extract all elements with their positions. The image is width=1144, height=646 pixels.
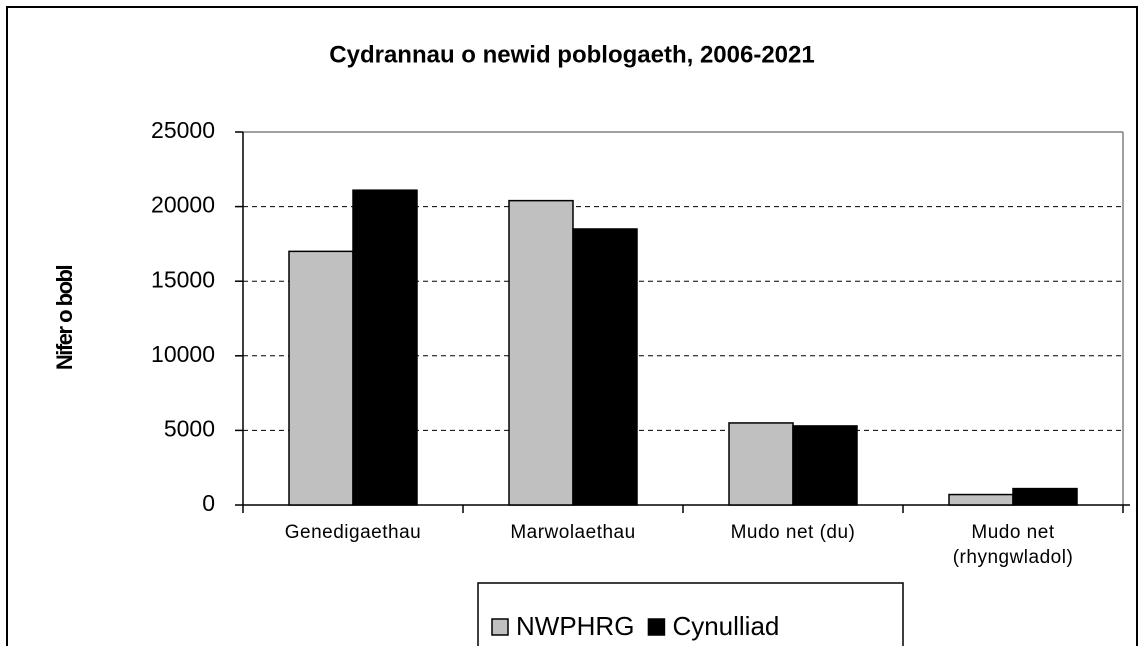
x-tick-label: Mudo net (rhyngwladol) [952,522,1074,568]
legend-swatch [647,618,666,636]
bar [572,228,638,506]
bar [792,425,858,506]
bar [352,189,418,506]
y-tick-label: 25000 [151,117,215,143]
bar [728,422,794,506]
bar [948,493,1014,506]
y-tick-label: 5000 [164,415,215,441]
x-tick-label: Mudo net (du) [730,522,856,543]
y-tick-label: 15000 [151,266,215,292]
bar [508,199,574,506]
legend-box [477,582,904,646]
bar [1012,487,1078,506]
legend-label: NWPHRG [516,611,634,641]
legend-label: Cynulliad [672,611,779,641]
y-tick-label: 0 [202,490,215,516]
x-tick-label: Marwolaethau [510,522,636,543]
chart-frame [6,6,1138,646]
y-axis-label: Nifer o bobl [52,266,77,371]
y-tick-label: 10000 [151,341,215,367]
x-tick-label: Genedigaethau [284,522,422,543]
bar [288,250,354,506]
chart-title: Cydrannau o newid poblogaeth, 2006-2021 [329,41,814,68]
legend-swatch [491,618,509,636]
y-tick-label: 20000 [151,192,215,218]
